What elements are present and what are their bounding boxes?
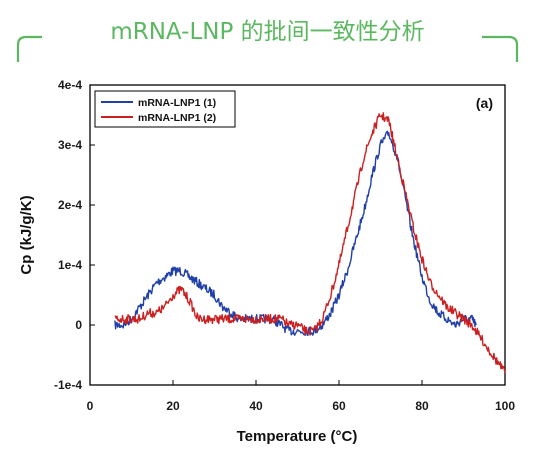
header-title: mRNA-LNP 的批间一致性分析 (110, 19, 425, 45)
header-bracket-left (16, 35, 42, 62)
header-bracket-right (482, 35, 519, 62)
y-tick-label: 3e-4 (58, 138, 82, 152)
x-axis-title: Temperature (°C) (237, 428, 358, 445)
legend-label-series-2: mRNA-LNP1 (2) (138, 112, 216, 124)
legend-label-series-1: mRNA-LNP1 (1) (138, 97, 216, 109)
x-tick-label: 40 (249, 399, 263, 413)
x-axis-ticks: 0 20 40 60 80 100 (87, 380, 515, 413)
x-tick-label: 60 (332, 399, 346, 413)
y-tick-label: 1e-4 (58, 258, 82, 272)
panel-label: (a) (476, 95, 493, 111)
x-tick-label: 20 (166, 399, 180, 413)
y-tick-label: -1e-4 (54, 378, 82, 392)
legend-box (94, 90, 236, 128)
x-tick-label: 0 (87, 399, 94, 413)
y-tick-label: 2e-4 (58, 198, 82, 212)
series-line-2 (114, 112, 506, 374)
y-tick-label: 0 (75, 318, 82, 332)
x-tick-label: 100 (495, 399, 515, 413)
legend: mRNA-LNP1 (1) mRNA-LNP1 (2) (94, 90, 236, 128)
x-tick-label: 80 (415, 399, 429, 413)
y-tick-label: 4e-4 (58, 78, 82, 92)
series-line-1 (114, 130, 477, 337)
y-axis-title: Cp (kJ/g/K) (18, 195, 35, 274)
y-axis-ticks: -1e-4 0 1e-4 2e-4 3e-4 4e-4 (54, 78, 95, 392)
series-layer (114, 112, 506, 374)
plot-frame (89, 84, 506, 386)
